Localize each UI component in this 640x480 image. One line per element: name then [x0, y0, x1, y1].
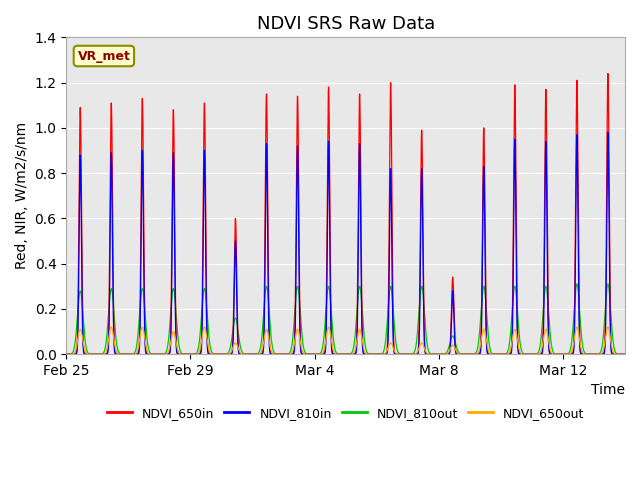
Y-axis label: Red, NIR, W/m2/s/nm: Red, NIR, W/m2/s/nm [15, 122, 29, 269]
Legend: NDVI_650in, NDVI_810in, NDVI_810out, NDVI_650out: NDVI_650in, NDVI_810in, NDVI_810out, NDV… [102, 402, 589, 424]
Title: NDVI SRS Raw Data: NDVI SRS Raw Data [257, 15, 435, 33]
Text: VR_met: VR_met [77, 49, 131, 62]
X-axis label: Time: Time [591, 384, 625, 397]
